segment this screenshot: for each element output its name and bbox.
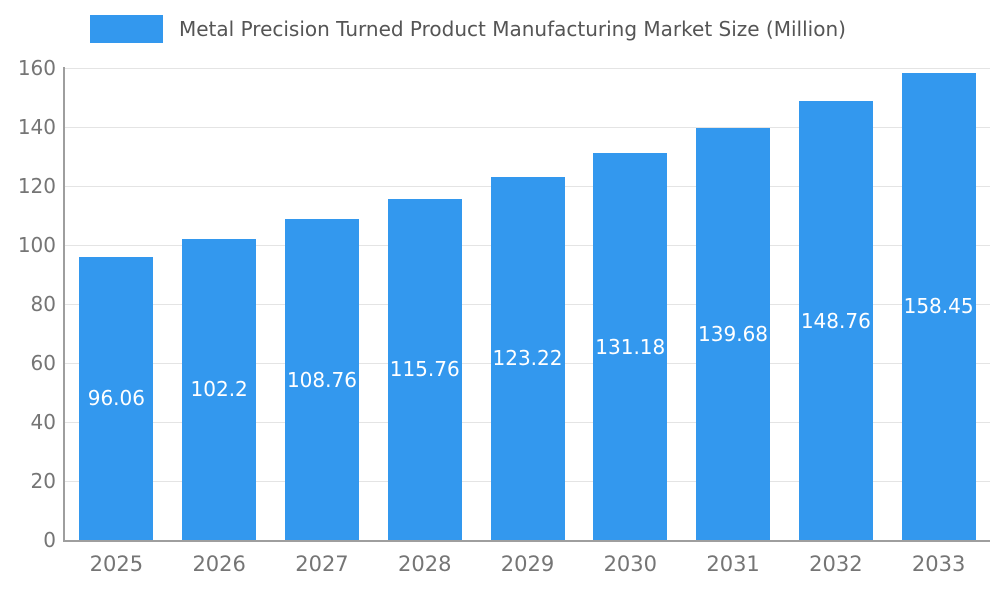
y-axis-line — [63, 67, 65, 542]
y-tick-label: 80 — [30, 292, 56, 316]
y-axis-labels: 0 20 40 60 80 100 120 140 160 — [0, 0, 56, 600]
bar-value-label: 148.76 — [800, 308, 871, 333]
bar-value-label: 102.2 — [190, 377, 248, 402]
x-axis-labels: 2025 2026 2027 2028 2029 2030 2031 2032 2033 — [65, 552, 990, 576]
x-tick-label-2032: 2032 — [809, 552, 863, 576]
bar-value-label: 115.76 — [389, 357, 460, 382]
bar-2025: 96.06 — [79, 256, 154, 540]
bar-2028: 115.76 — [387, 198, 462, 540]
chart-title: Metal Precision Turned Product Manufactu… — [179, 17, 846, 41]
y-tick-label: 160 — [17, 56, 56, 80]
bar-2032: 148.76 — [798, 101, 873, 540]
bar-2027: 108.76 — [284, 219, 359, 540]
x-axis-line — [63, 540, 990, 542]
y-tick-label: 40 — [30, 410, 56, 434]
y-tick-label: 140 — [17, 115, 56, 139]
x-tick-label-2029: 2029 — [500, 552, 555, 576]
gridline — [65, 68, 990, 69]
y-tick-label: 100 — [17, 233, 56, 257]
y-tick-label: 20 — [30, 469, 56, 493]
x-tick-label-2031: 2031 — [706, 552, 760, 576]
bar-2031: 139.68 — [696, 127, 771, 540]
x-tick-label-2025: 2025 — [89, 552, 144, 576]
bar-2029: 123.22 — [490, 176, 565, 540]
bar-value-label: 131.18 — [595, 334, 666, 359]
y-tick-label: 60 — [30, 351, 56, 375]
bar-value-label: 96.06 — [87, 386, 145, 411]
legend[interactable]: Metal Precision Turned Product Manufactu… — [90, 15, 846, 43]
bar-2030: 131.18 — [593, 153, 668, 540]
bar-value-label: 158.45 — [903, 294, 974, 319]
bar-2033: 158.45 — [901, 72, 976, 540]
bar-value-label: 123.22 — [492, 346, 563, 371]
y-tick-label: 120 — [17, 174, 56, 198]
bar-value-label: 139.68 — [698, 321, 769, 346]
x-tick-label-2026: 2026 — [192, 552, 246, 576]
x-tick-label-2033: 2033 — [911, 552, 966, 576]
legend-swatch[interactable] — [90, 15, 163, 43]
bar-value-label: 108.76 — [286, 367, 357, 392]
x-tick-label-2027: 2027 — [295, 552, 349, 576]
plot-area: 96.06 102.2 108.76 115.76 123.22 131.18 139.68… — [65, 68, 990, 540]
x-tick-label-2028: 2028 — [398, 552, 452, 576]
bar-2026: 102.2 — [182, 238, 257, 540]
gridline — [65, 127, 990, 128]
x-tick-label-2030: 2030 — [603, 552, 658, 576]
y-tick-label: 0 — [43, 528, 56, 552]
